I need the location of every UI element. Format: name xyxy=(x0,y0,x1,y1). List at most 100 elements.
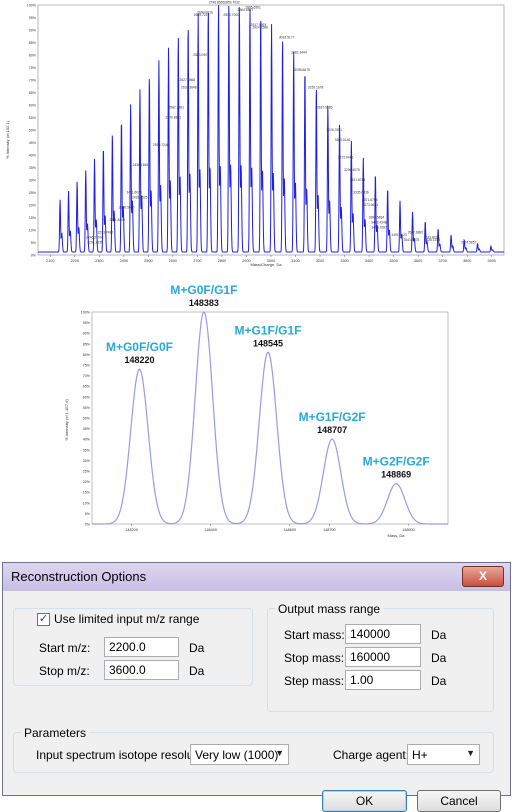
dialog-title: Reconstruction Options xyxy=(11,569,147,584)
use-limited-range-checkbox[interactable]: ✓ xyxy=(37,613,50,626)
spectrum-peak-label: 2924.2588 xyxy=(252,26,268,30)
close-icon: X xyxy=(478,569,487,583)
spectrum-y-tick-label: 30% xyxy=(29,179,37,183)
spectrum-peak-label: 3541.6075 xyxy=(404,238,420,242)
spectrum-peak-label: 2433.3525 xyxy=(132,196,148,200)
reconstructed-y-tick-label: 50% xyxy=(83,417,91,421)
charge-agent-select[interactable]: H+ ▼ xyxy=(407,744,480,765)
cancel-button[interactable]: Cancel xyxy=(417,790,501,812)
spectrum-x-tick-label: 2900 xyxy=(242,259,250,263)
reconstructed-x-tick-label: 148600 xyxy=(283,528,296,532)
spectrum-x-axis-label: Mass/Charge, Da xyxy=(250,262,282,267)
parameters-group xyxy=(13,732,494,773)
spectrum-x-tick-label: 2200 xyxy=(71,259,79,263)
stop-mass-unit: Da xyxy=(431,651,447,665)
close-button[interactable]: X xyxy=(462,566,504,587)
spectrum-peak-label: 2683.0907 xyxy=(193,53,209,57)
spectrum-peak-label: 3774.5857 xyxy=(461,241,477,245)
spectrum-x-tick-label: 2600 xyxy=(169,259,177,263)
spectrum-peak-label: 3408.4348 xyxy=(371,221,387,225)
spectrum-peak-label: 3150.1678 xyxy=(308,86,324,90)
spectrum-x-tick-label: 3800 xyxy=(463,259,471,263)
dialog-body: ✓ Use limited input m/z range Start m/z:… xyxy=(3,591,510,812)
spectrum-y-tick-label: 75% xyxy=(29,66,37,70)
reconstructed-y-tick-label: 40% xyxy=(83,438,91,442)
spectrum-peak-label: 3298.4075 xyxy=(344,168,360,172)
peak-name-label: M+G1F/G1F xyxy=(235,323,302,337)
spectrum-y-tick-label: 0% xyxy=(31,254,37,258)
spectrum-x-tick-label: 3500 xyxy=(389,259,397,263)
spectrum-peak-label: 3260.0146 xyxy=(335,138,351,142)
spectrum-peak-label: 3371.8794 xyxy=(362,198,378,202)
spectrum-peak-label: 3226.7651 xyxy=(326,128,342,132)
dialog-titlebar[interactable]: Reconstruction Options X xyxy=(3,563,510,592)
spectrum-peak-label: 2411.6075 xyxy=(127,191,143,195)
spectrum-y-tick-label: 5% xyxy=(31,241,37,245)
spectrum-y-tick-label: 35% xyxy=(29,166,37,170)
reconstructed-y-tick-label: 85% xyxy=(83,342,91,346)
spectrum-y-tick-label: 65% xyxy=(29,91,37,95)
peak-name-label: M+G0F/G1F xyxy=(170,283,237,297)
spectrum-y-tick-label: 85% xyxy=(29,41,37,45)
stop-mz-field[interactable]: 3600.0 xyxy=(104,660,179,680)
reconstructed-x-tick-label: 148700 xyxy=(323,528,336,532)
spectrum-x-tick-label: 2700 xyxy=(193,259,201,263)
spectrum-peak-label: 3095.6675 xyxy=(294,68,310,72)
mass-spectrum-chart: % Intensity (of 102.1) Mass/Charge, Da 1… xyxy=(5,1,505,267)
start-mass-field[interactable]: 140000 xyxy=(345,624,421,644)
reconstructed-y-tick-label: 100% xyxy=(81,311,91,315)
reconstructed-y-tick-label: 60% xyxy=(83,395,91,399)
reconstructed-y-tick-label: 80% xyxy=(83,353,91,357)
spectrum-peak-label: 3321.8784 xyxy=(350,178,366,182)
spectrum-peak-label: 3409.1087 xyxy=(371,226,387,230)
step-mass-field[interactable]: 1.00 xyxy=(345,670,421,690)
start-mass-label: Start mass: xyxy=(284,628,345,642)
start-mass-unit: Da xyxy=(431,628,447,642)
spectrum-peak-label: 2864.6827 xyxy=(238,8,254,12)
spectrum-peak-label: 2341.8209 xyxy=(109,218,125,222)
spectrum-y-tick-label: 50% xyxy=(29,129,37,133)
spectrum-peak-label: 3187.5186 xyxy=(317,106,333,110)
start-mz-unit: Da xyxy=(189,641,205,655)
spectrum-y-tick-label: 95% xyxy=(29,16,37,20)
parameters-title: Parameters xyxy=(21,726,90,740)
spectrum-y-tick-label: 45% xyxy=(29,141,37,145)
reconstructed-y-tick-label: 10% xyxy=(83,501,91,505)
spectrum-y-tick-label: 70% xyxy=(29,79,37,83)
spectrum-peak-label: 2582.1381 xyxy=(168,106,184,110)
resolution-select[interactable]: Very low (1000) ▼ xyxy=(190,744,289,765)
spectrum-y-tick-label: 55% xyxy=(29,116,37,120)
reconstructed-y-tick-label: 30% xyxy=(83,459,91,463)
charts-canvas: % Intensity (of 102.1) Mass/Charge, Da 1… xyxy=(5,1,505,538)
spectrum-x-tick-label: 3300 xyxy=(340,259,348,263)
start-mz-field[interactable]: 2200.0 xyxy=(104,637,179,657)
reconstructed-x-tick-label: 148200 xyxy=(125,528,138,532)
stop-mass-field[interactable]: 160000 xyxy=(345,647,421,667)
spectrum-peak-label: 3398.5634 xyxy=(369,216,385,220)
reconstructed-y-tick-label: 0% xyxy=(85,523,91,527)
reconstructed-y-tick-label: 65% xyxy=(83,385,91,389)
reconstructed-x-tick-label: 148900 xyxy=(402,528,415,532)
spectrum-peak-label: 2746.8565 xyxy=(209,1,225,5)
ok-button[interactable]: OK xyxy=(322,790,407,812)
peak-mass-label: 148869 xyxy=(381,470,411,480)
peak-mass-label: 148707 xyxy=(317,425,347,435)
spectrum-y-tick-label: 20% xyxy=(29,204,37,208)
spectrum-y-tick-label: 60% xyxy=(29,104,37,108)
peak-mass-label: 148383 xyxy=(189,298,219,308)
reconstructed-y-tick-label: 95% xyxy=(83,321,91,325)
spectrum-x-tick-label: 3200 xyxy=(316,259,324,263)
spectrum-peak-label: 3557.6892 xyxy=(408,231,424,235)
reconstructed-y-tick-label: 35% xyxy=(83,448,91,452)
spectrum-peak-label: 2917.0593 xyxy=(251,23,267,27)
spectrum-y-axis-label: % Intensity (of 102.1) xyxy=(5,120,10,158)
spectrum-peak-label: 3491.1123 xyxy=(391,233,407,237)
spectrum-y-tick-label: 15% xyxy=(29,216,37,220)
spectrum-peak-label: 2251.7235 xyxy=(87,241,103,245)
peak-name-label: M+G2F/G2F xyxy=(363,455,430,469)
reconstructed-x-axis-label: Mass, Da xyxy=(388,533,406,538)
use-limited-range-label: Use limited input m/z range xyxy=(54,612,200,626)
spectrum-peak-label: 3272.0446 xyxy=(338,156,354,160)
spectrum-x-tick-label: 2100 xyxy=(46,259,54,263)
reconstructed-y-tick-label: 75% xyxy=(83,364,91,368)
